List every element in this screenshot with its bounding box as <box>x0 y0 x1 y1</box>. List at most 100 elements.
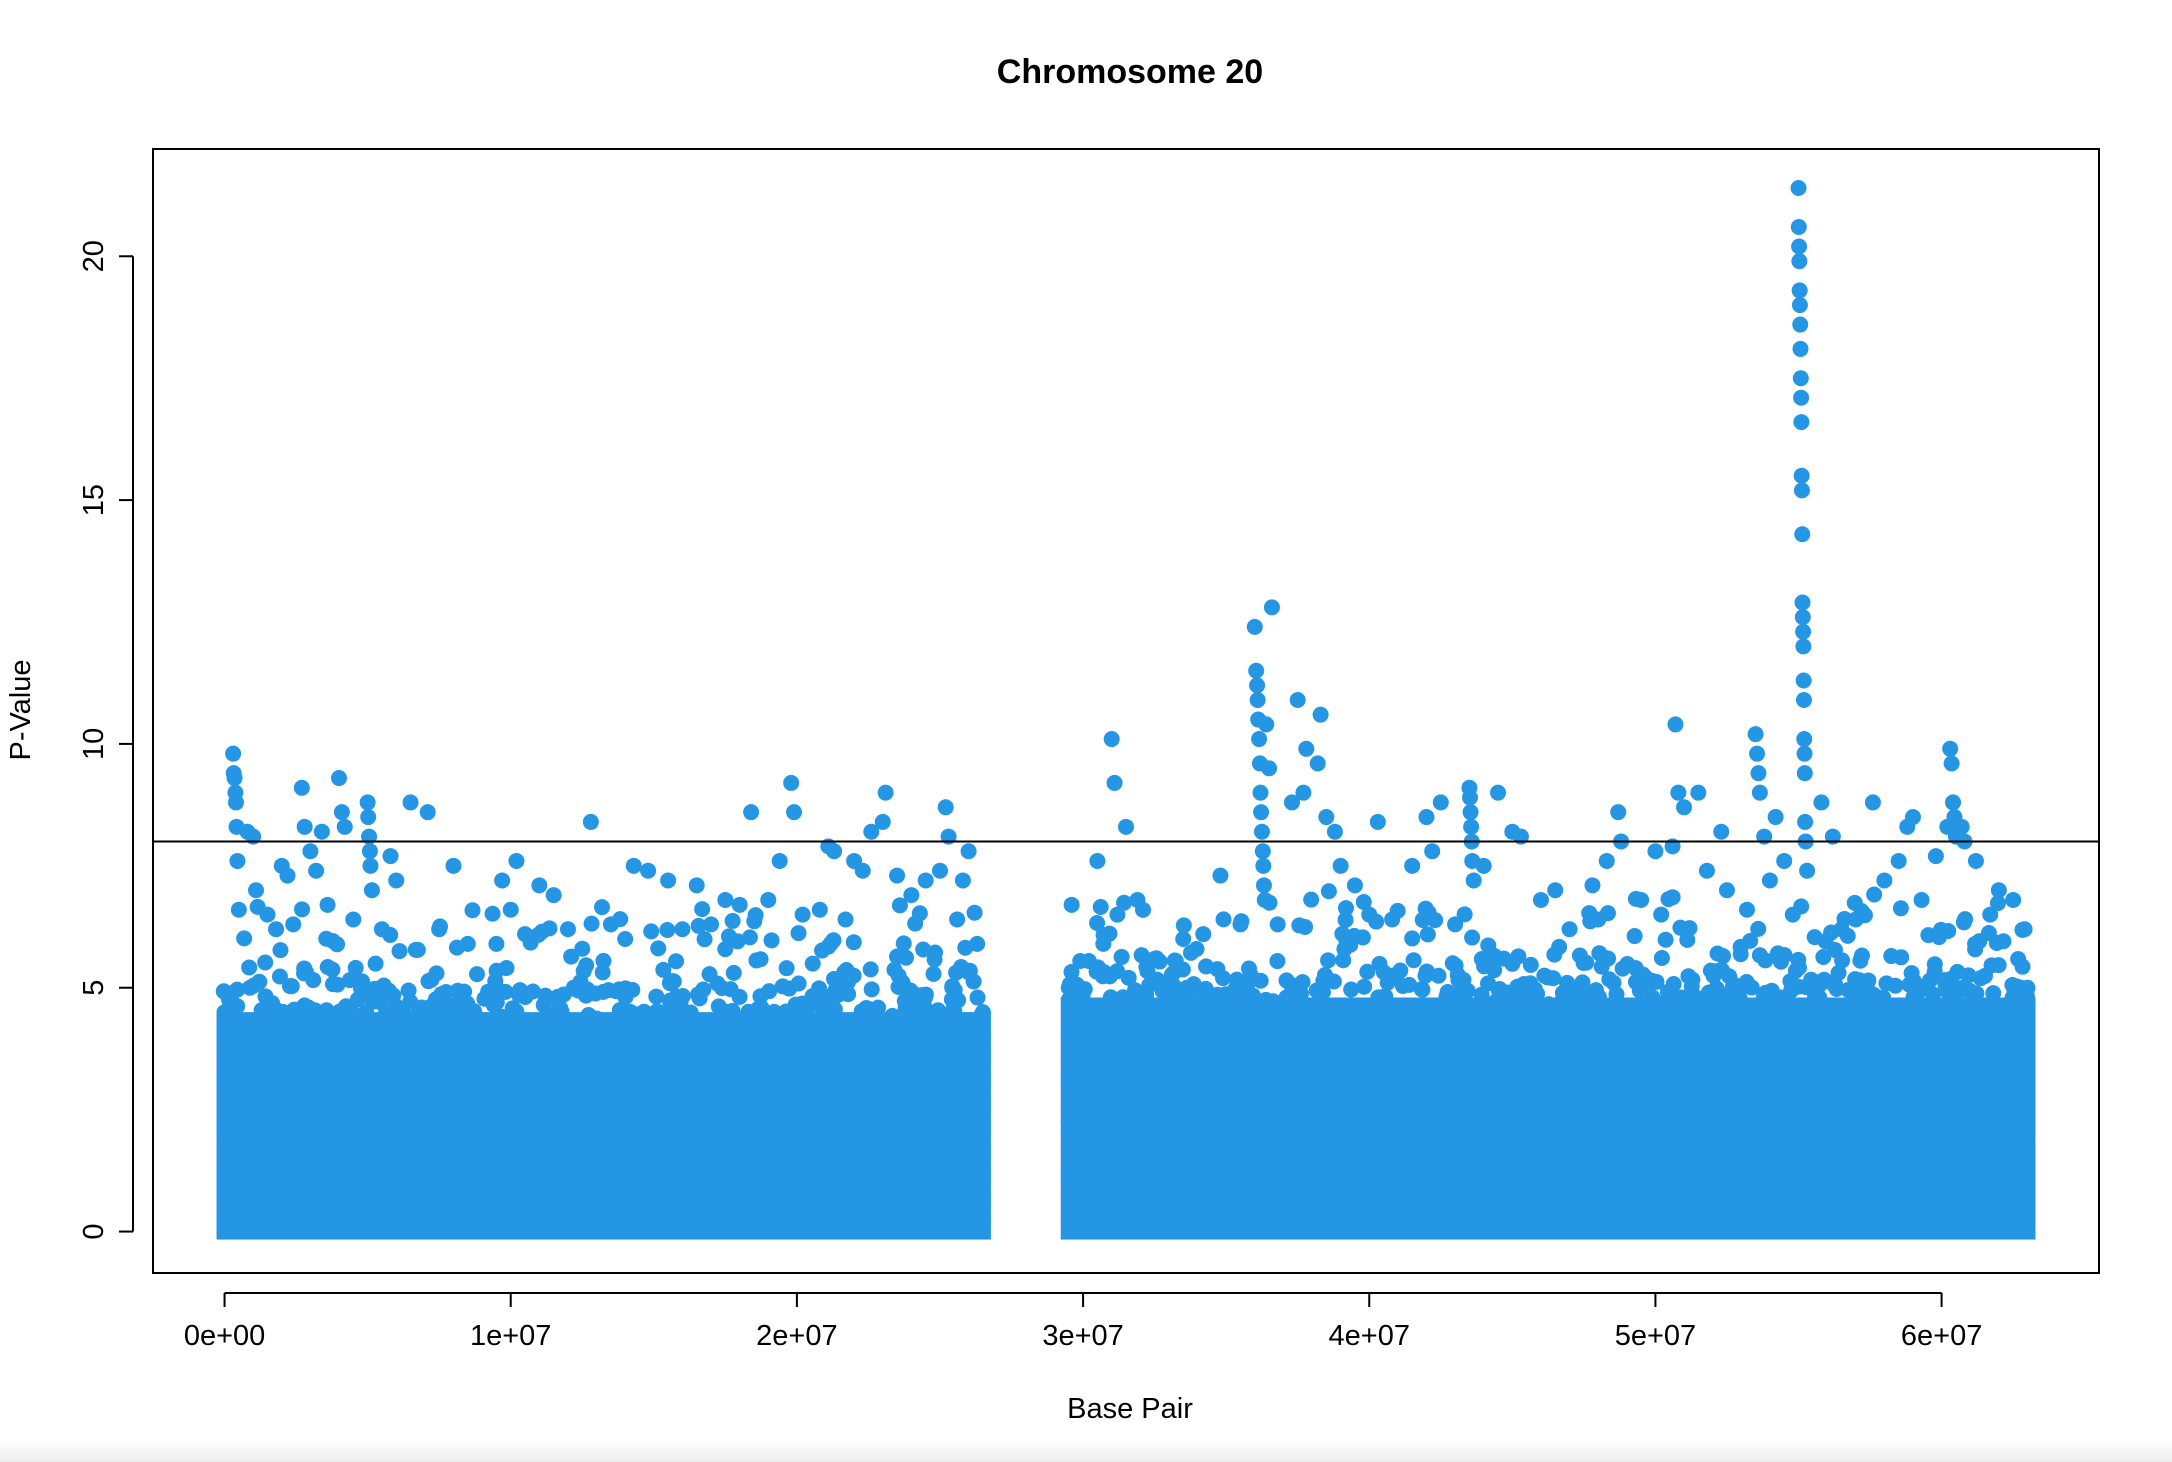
data-point <box>643 923 660 940</box>
data-point <box>889 867 906 884</box>
data-point <box>1476 958 1493 975</box>
data-point <box>1920 927 1937 944</box>
data-point <box>870 999 887 1016</box>
data-point <box>1424 843 1441 860</box>
data-point <box>517 926 534 943</box>
data-point <box>1792 316 1809 333</box>
data-point <box>617 930 634 947</box>
data-point <box>423 971 440 988</box>
data-point <box>1794 594 1811 611</box>
data-point <box>1931 1000 1948 1017</box>
data-point <box>636 1004 653 1021</box>
x-axis: 0e+00 1e+07 2e+07 3e+07 4e+07 5e+07 6e+07 <box>184 1292 1982 1352</box>
data-point <box>1625 997 1642 1014</box>
data-point <box>354 973 371 990</box>
data-point <box>456 983 473 1000</box>
data-point <box>248 882 265 899</box>
data-point <box>1945 794 1962 811</box>
data-point <box>394 1001 411 1018</box>
data-point <box>1698 862 1715 879</box>
data-point <box>1438 988 1455 1005</box>
data-point <box>362 857 379 874</box>
data-point <box>1513 984 1530 1001</box>
data-point <box>778 960 795 977</box>
data-point <box>1060 1126 1077 1143</box>
data-point <box>1748 1012 1765 1029</box>
data-point <box>1955 1009 1972 1026</box>
data-point <box>1750 920 1767 937</box>
data-point <box>1995 933 2012 950</box>
data-point <box>225 745 242 762</box>
data-point <box>753 1000 770 1017</box>
data-point <box>1392 962 1409 979</box>
data-point <box>464 902 481 919</box>
data-point <box>1102 989 1119 1006</box>
data-point <box>1851 972 1868 989</box>
data-point <box>1309 755 1326 772</box>
data-point <box>1522 1003 1539 1020</box>
data-point <box>725 964 742 981</box>
x-tick-label: 0e+00 <box>184 1320 265 1352</box>
data-point <box>1638 978 1655 995</box>
data-point <box>279 867 296 884</box>
data-point <box>318 1002 335 1019</box>
data-point <box>927 944 944 961</box>
data-point <box>1792 340 1809 357</box>
data-point <box>1796 765 1813 782</box>
data-point <box>488 987 505 1004</box>
data-point <box>925 965 942 982</box>
data-point <box>944 1003 961 1020</box>
data-point <box>1590 911 1607 928</box>
data-point <box>717 941 734 958</box>
data-point <box>640 862 657 879</box>
data-point <box>230 901 247 918</box>
data-point <box>671 1001 688 1018</box>
data-point <box>524 983 541 1000</box>
data-point <box>1847 911 1864 928</box>
data-point <box>731 896 748 913</box>
data-point <box>1320 883 1337 900</box>
data-point <box>251 973 268 990</box>
data-point <box>2014 958 2031 975</box>
data-point <box>1571 947 1588 964</box>
data-point <box>1893 949 1910 966</box>
data-point <box>2019 1150 2036 1167</box>
data-point <box>1795 692 1812 709</box>
data-point <box>1089 915 1106 932</box>
data-point <box>216 1138 233 1155</box>
data-point <box>567 981 584 998</box>
data-point <box>594 899 611 916</box>
data-point <box>1591 945 1608 962</box>
data-point <box>1337 900 1354 917</box>
data-point <box>1795 638 1812 655</box>
data-point <box>1761 872 1778 889</box>
data-point <box>1790 978 1807 995</box>
data-point <box>1256 891 1273 908</box>
data-point <box>444 1003 461 1020</box>
data-point <box>1204 1005 1221 1022</box>
data-point <box>236 1016 253 1033</box>
data-point <box>1314 984 1331 1001</box>
data-point <box>1926 963 1943 980</box>
data-point <box>1359 963 1376 980</box>
data-point <box>1478 1008 1495 1025</box>
data-point <box>226 770 243 787</box>
data-point <box>484 905 501 922</box>
data-point <box>1784 906 1801 923</box>
data-point <box>852 1025 869 1042</box>
data-point <box>1960 967 1977 984</box>
data-point <box>1913 891 1930 908</box>
data-point <box>324 976 341 993</box>
data-point <box>1258 716 1275 733</box>
data-point <box>974 1186 991 1203</box>
data-point <box>409 941 426 958</box>
data-point <box>674 988 691 1005</box>
data-point <box>363 882 380 899</box>
y-tick-label: 20 <box>78 240 110 272</box>
data-point <box>311 1017 328 1034</box>
data-point <box>1231 982 1248 999</box>
data-point <box>1943 755 1960 772</box>
data-point <box>1060 1077 1077 1094</box>
data-point <box>582 813 599 830</box>
data-point <box>1702 1005 1719 1022</box>
